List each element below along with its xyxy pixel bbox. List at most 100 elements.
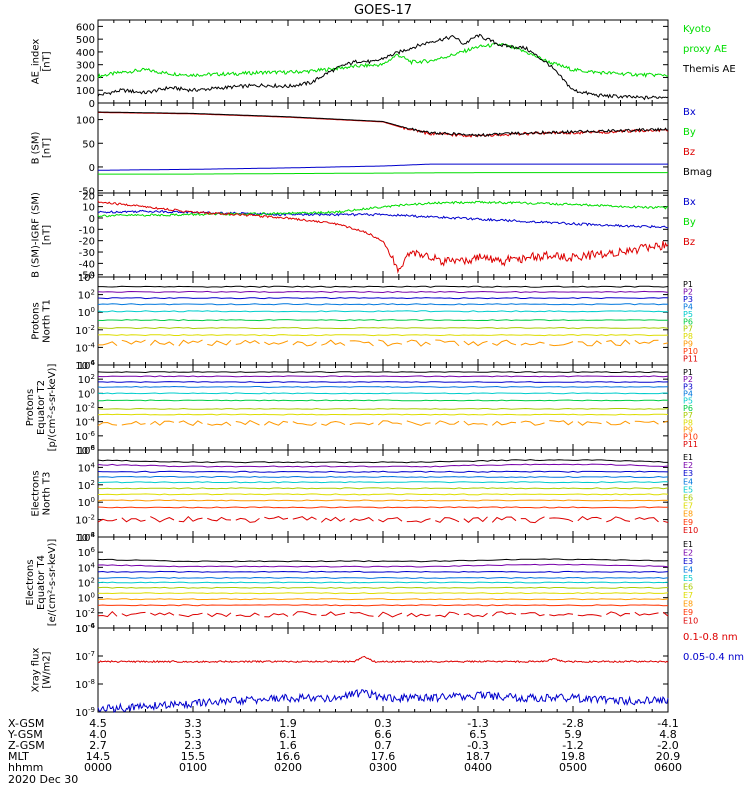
channel-line-e5: [97, 581, 669, 584]
legend-entry: Bz: [683, 147, 695, 158]
legend-entry: P4: [683, 390, 693, 399]
legend-entry: proxy AE: [683, 44, 727, 55]
ephemeris-value: 0400: [464, 761, 492, 774]
ephemeris-value: 14.5: [86, 750, 111, 763]
y-tick-label: -50: [79, 187, 95, 198]
ephemeris-value: 6.5: [469, 728, 487, 741]
legend-entry: P10: [683, 433, 698, 442]
channel-line-p5: [97, 310, 669, 313]
y-tick-label: 10-2: [75, 402, 95, 415]
channel-line-e1: [97, 459, 669, 464]
legend-entry: Bmag: [683, 167, 712, 178]
y-tick-label: 10-4: [75, 416, 95, 429]
channel-line-p6: [97, 399, 669, 402]
legend-entry: P8: [683, 332, 693, 341]
channel-line-e6: [97, 586, 669, 589]
ephemeris-value: 2.3: [184, 739, 202, 752]
legend-entry: E4: [683, 566, 693, 575]
channel-line-p7: [97, 407, 669, 410]
legend-entry: E10: [683, 617, 698, 626]
legend-entry: P4: [683, 302, 693, 311]
series-line-0-1-0-8-nm: [97, 655, 669, 664]
ephemeris-value: -2.8: [562, 717, 583, 730]
legend-entry: P3: [683, 382, 693, 391]
y-tick-label: 102: [78, 577, 95, 590]
y-axis-label: Electrons: [31, 470, 42, 516]
ephemeris-value: 19.8: [561, 750, 586, 763]
channel-line-p2: [97, 375, 669, 378]
y-axis-label: Protons: [25, 389, 36, 426]
y-tick-label: 10-2: [75, 514, 95, 527]
ephemeris-value: 2.7: [89, 739, 107, 752]
y-tick-label: 104: [78, 271, 96, 284]
legend-entry: P2: [683, 375, 693, 384]
panel-frame: [97, 449, 669, 538]
y-tick-label: 102: [78, 373, 95, 386]
panel-2: -50 0 50 100 B (SM) [nT] Bx By Bz Bmag: [31, 102, 712, 198]
legend-entry: P2: [683, 287, 693, 296]
legend-entry: By: [683, 217, 696, 228]
y-tick-label: 400: [76, 48, 95, 59]
y-tick-label: 200: [76, 73, 95, 84]
y-axis-label: [nT]: [42, 138, 53, 158]
legend-entry: P1: [683, 368, 693, 377]
ephemeris-value: 0.3: [374, 717, 392, 730]
ephemeris-value: 0100: [179, 761, 207, 774]
ephemeris-value: 0500: [559, 761, 587, 774]
y-tick-label: 104: [78, 561, 96, 574]
y-tick-label: 10: [82, 203, 95, 214]
channel-line-p8: [97, 413, 669, 416]
panel-frame: [97, 19, 669, 104]
channel-line-p4: [97, 303, 669, 306]
series-line-bz: [98, 112, 669, 138]
legend-entry: 0.05-0.4 nm: [683, 652, 744, 663]
legend-entry: By: [683, 127, 696, 138]
y-axis-label: North T3: [42, 472, 53, 516]
channel-line-p1: [98, 285, 669, 288]
series-line-bmag: [98, 111, 669, 138]
ephemeris-row-label: Y-GSM: [7, 728, 43, 741]
series-line-by: [98, 172, 668, 175]
channel-line-p9: [97, 420, 669, 427]
legend-entry: E7: [683, 502, 693, 511]
legend-entry: Bx: [683, 107, 696, 118]
ephemeris-value: 20.9: [656, 750, 681, 763]
y-tick-label: 500: [76, 35, 95, 46]
y-tick-label: 102: [78, 479, 95, 492]
series-line-themis-ae: [97, 33, 669, 101]
legend-entry: E6: [683, 583, 693, 592]
ephemeris-value: -0.3: [467, 739, 488, 752]
legend-entry: P8: [683, 418, 693, 427]
channel-line-p1: [97, 371, 669, 374]
panel-frame: [97, 276, 669, 366]
y-tick-label: 100: [78, 496, 95, 509]
channel-line-p9: [98, 339, 669, 347]
panel-frame: [97, 364, 669, 451]
ephemeris-value: 4.8: [659, 728, 677, 741]
y-tick-label: 106: [78, 546, 96, 559]
channel-line-e9: [97, 604, 669, 607]
channel-line-e3: [97, 470, 669, 473]
y-tick-label: 0: [89, 214, 95, 225]
channel-line-p7: [97, 326, 669, 330]
ephemeris-value: 0000: [84, 761, 112, 774]
legend-entry: P5: [683, 397, 693, 406]
series-line-bx: [98, 163, 668, 171]
legend-entry: E2: [683, 549, 693, 558]
ephemeris-value: 0300: [369, 761, 397, 774]
legend-entry: E1: [683, 453, 693, 462]
ephemeris-value: 1.9: [279, 717, 297, 730]
channel-line-e4: [97, 576, 669, 579]
channel-line-p3: [97, 297, 669, 300]
channel-line-e7: [97, 592, 669, 595]
series-line-0-05-0-4-nm: [97, 688, 669, 713]
y-axis-label: [p/(cm²-s-sr-keV)]: [47, 364, 58, 452]
y-tick-label: 10-6: [75, 430, 95, 443]
y-tick-label: -20: [79, 237, 95, 248]
channel-line-e10: [97, 515, 669, 524]
y-axis-label: [nT]: [42, 225, 53, 245]
ephemeris-value: 5.3: [184, 728, 202, 741]
